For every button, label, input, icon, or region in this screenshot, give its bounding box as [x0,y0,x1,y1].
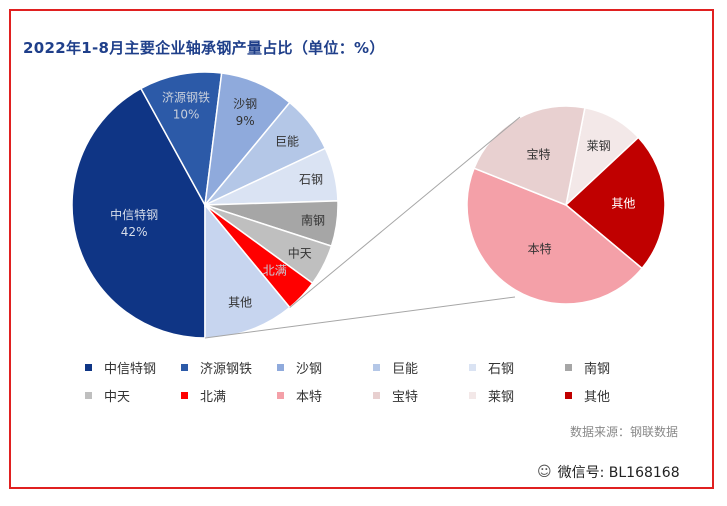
legend-label: 南钢 [584,362,611,377]
main-slice-value-3: 9% [236,114,255,128]
legend-label: 石钢 [488,362,515,377]
data-source: 数据来源：钢联数据 [570,425,679,439]
connector-line-top [289,116,521,308]
wechat-icon: ☺ [537,464,552,480]
chart-title: 2022年1-8月主要企业轴承钢产量占比（单位：%） [23,39,385,57]
legend-item: 济源钢铁 [181,358,252,377]
main-pie-slice-1 [71,87,206,339]
legend-label: 宝特 [392,390,419,405]
legend-item: 本特 [277,386,322,405]
main-slice-value-1: 42% [121,225,148,239]
main-slice-label-4: 巨能 [275,134,299,148]
legend-item: 石钢 [469,358,514,377]
legend-item: 中信特钢 [85,358,156,377]
legend-label: 济源钢铁 [200,362,253,377]
watermark: ☺ 微信号: BL168168 [537,462,680,482]
legend-item: 巨能 [373,358,418,377]
main-slice-label-8: 北满 [263,264,287,278]
legend-swatch [565,392,572,399]
legend-label: 莱钢 [488,390,515,405]
legend-item: 宝特 [373,386,418,405]
legend-swatch [373,392,380,399]
legend-swatch [277,392,284,399]
legend-item: 北满 [181,386,226,405]
legend-item: 中天 [85,386,130,405]
legend-swatch [85,364,92,371]
sub-slice-label-4: 宝特 [527,147,551,162]
legend-item: 沙钢 [277,358,322,377]
legend-swatch [469,364,476,371]
main-slice-label-6: 南钢 [301,212,325,227]
sub-slice-label-1: 莱钢 [587,139,611,153]
main-slice-label-3: 沙钢 [233,97,257,111]
legend-label: 巨能 [392,362,419,377]
main-slice-label-5: 石钢 [299,173,323,187]
connector-line-bottom [204,296,516,339]
sub-pie-slice-3 [466,167,644,305]
legend-swatch [181,364,188,371]
legend-swatch [85,392,92,399]
legend-label: 本特 [296,390,323,405]
main-slice-label-7: 中天 [288,245,312,260]
legend-item: 其他 [565,386,610,405]
legend-swatch [565,364,572,371]
legend-label: 其他 [584,390,611,405]
sub-slice-label-3: 本特 [528,241,552,256]
legend-swatch [469,392,476,399]
legend-item: 南钢 [565,358,610,377]
main-slice-label-2: 济源钢铁 [162,90,210,105]
legend-item: 莱钢 [469,386,514,405]
legend-label: 北满 [200,390,227,405]
sub-pie-slice-2 [564,136,666,270]
main-slice-label-9: 其他 [228,296,252,310]
legend-label: 沙钢 [296,362,323,377]
legend-label: 中天 [104,390,131,405]
legend-swatch [181,392,188,399]
watermark-text: 微信号: BL168168 [557,465,680,481]
sub-slice-label-2: 其他 [611,196,635,210]
legend-swatch [373,364,380,371]
main-slice-value-2: 10% [173,108,200,122]
main-pie-slice-2 [139,71,223,208]
legend-swatch [277,364,284,371]
main-slice-label-1: 中信特钢 [110,207,158,222]
legend-label: 中信特钢 [104,362,157,377]
